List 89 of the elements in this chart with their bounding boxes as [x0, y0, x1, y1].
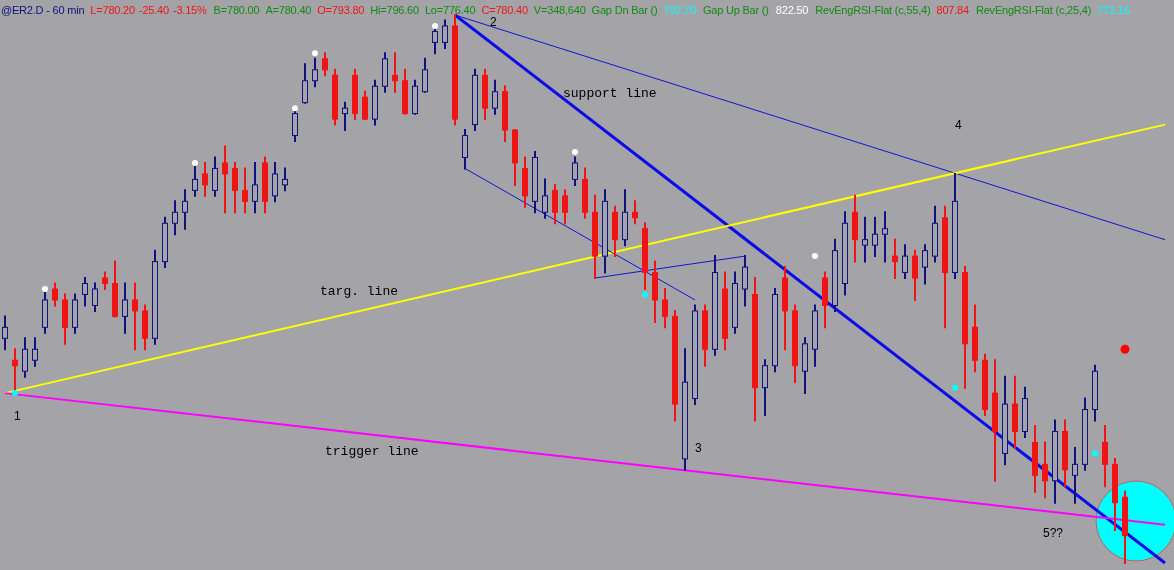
candlestick	[902, 244, 908, 280]
candlestick	[232, 161, 238, 214]
annotation: Lo=776.40	[424, 4, 476, 16]
annotation: 3	[695, 441, 702, 455]
candlestick	[292, 107, 298, 143]
candlestick	[892, 238, 898, 280]
candlestick	[302, 63, 308, 104]
annotation: V=348,640	[533, 4, 586, 16]
candlestick	[82, 277, 88, 307]
annotation: 1	[14, 409, 21, 423]
point	[192, 159, 198, 166]
candlestick	[212, 156, 218, 197]
point	[642, 291, 648, 298]
candlestick	[922, 244, 928, 285]
candlestick	[462, 129, 468, 170]
candlestick	[22, 337, 28, 378]
point	[42, 286, 48, 292]
candlestick	[322, 52, 328, 77]
candlestick	[442, 19, 448, 49]
candlestick	[282, 167, 288, 192]
point	[1120, 344, 1130, 354]
candlestick	[542, 178, 548, 219]
annotation: Gap Up Bar ()	[702, 4, 769, 16]
candlestick	[552, 183, 558, 225]
candlestick	[132, 282, 138, 351]
candlestick	[12, 348, 18, 395]
annotation: 2	[490, 15, 497, 29]
candlestick	[1042, 441, 1048, 499]
annotation: O=793.80	[317, 4, 365, 16]
point	[812, 253, 818, 260]
candlestick	[122, 282, 128, 334]
annotation: C=780.40	[481, 4, 528, 16]
candlestick	[872, 216, 878, 258]
candlestick	[912, 249, 918, 301]
candlestick	[632, 200, 638, 225]
annotation: 822.50	[775, 4, 809, 16]
annotation: 4	[955, 118, 962, 132]
point	[952, 384, 958, 391]
series-label: targ. line	[320, 284, 399, 299]
candlestick	[242, 167, 248, 214]
candlestick	[1072, 446, 1078, 504]
candlestick	[202, 161, 208, 197]
annotation: B=780.00	[213, 4, 260, 16]
point	[432, 22, 438, 29]
candlestick	[742, 255, 748, 307]
candlestick	[182, 189, 188, 230]
candlestick	[192, 161, 198, 197]
series-label: support line	[563, 86, 657, 101]
candlestick	[862, 216, 868, 263]
annotation: L=780.20	[90, 4, 136, 16]
candlestick	[252, 161, 258, 214]
annotation: Hi=796.60	[370, 4, 419, 16]
point	[1092, 450, 1098, 457]
point	[312, 50, 318, 57]
candlestick	[222, 145, 228, 214]
point	[572, 149, 578, 155]
annotation: Gap Dn Bar ()	[591, 4, 658, 16]
series-label: trigger line	[325, 444, 419, 459]
candlestick	[272, 161, 278, 203]
candlestick	[1102, 425, 1108, 488]
annotation: 5??	[1043, 526, 1064, 540]
candlestick	[52, 282, 58, 307]
candlestick	[362, 90, 368, 121]
annotation: 807.84	[936, 4, 969, 16]
candlestick	[882, 211, 888, 263]
annotation: -25.40	[138, 4, 170, 16]
annotation: -3.15%	[172, 4, 208, 16]
candlestick	[492, 79, 498, 115]
candlestick	[312, 57, 318, 88]
candlestick	[572, 156, 578, 186]
candlestick	[32, 337, 38, 367]
candlestick	[342, 101, 348, 132]
candlestick	[392, 52, 398, 93]
point	[12, 390, 18, 397]
candlestick	[2, 315, 8, 351]
candlestick	[172, 200, 178, 236]
candlestick	[762, 359, 768, 417]
chart-title: @ER2.D - 60 min	[1, 4, 85, 16]
point	[292, 105, 298, 112]
candlestick	[662, 288, 668, 329]
annotation: RevEngRSI-Flat (c,55,4)	[815, 4, 931, 16]
candlestick	[432, 24, 438, 55]
candlestick	[422, 57, 428, 93]
candlestick	[92, 282, 98, 312]
annotation: RevEngRSI-Flat (c,25,4)	[975, 4, 1092, 16]
candlestick	[562, 189, 568, 225]
annotation: A=780.40	[265, 4, 312, 16]
annotation: 773.16	[1097, 4, 1130, 16]
annotation: 792.70	[663, 4, 696, 16]
